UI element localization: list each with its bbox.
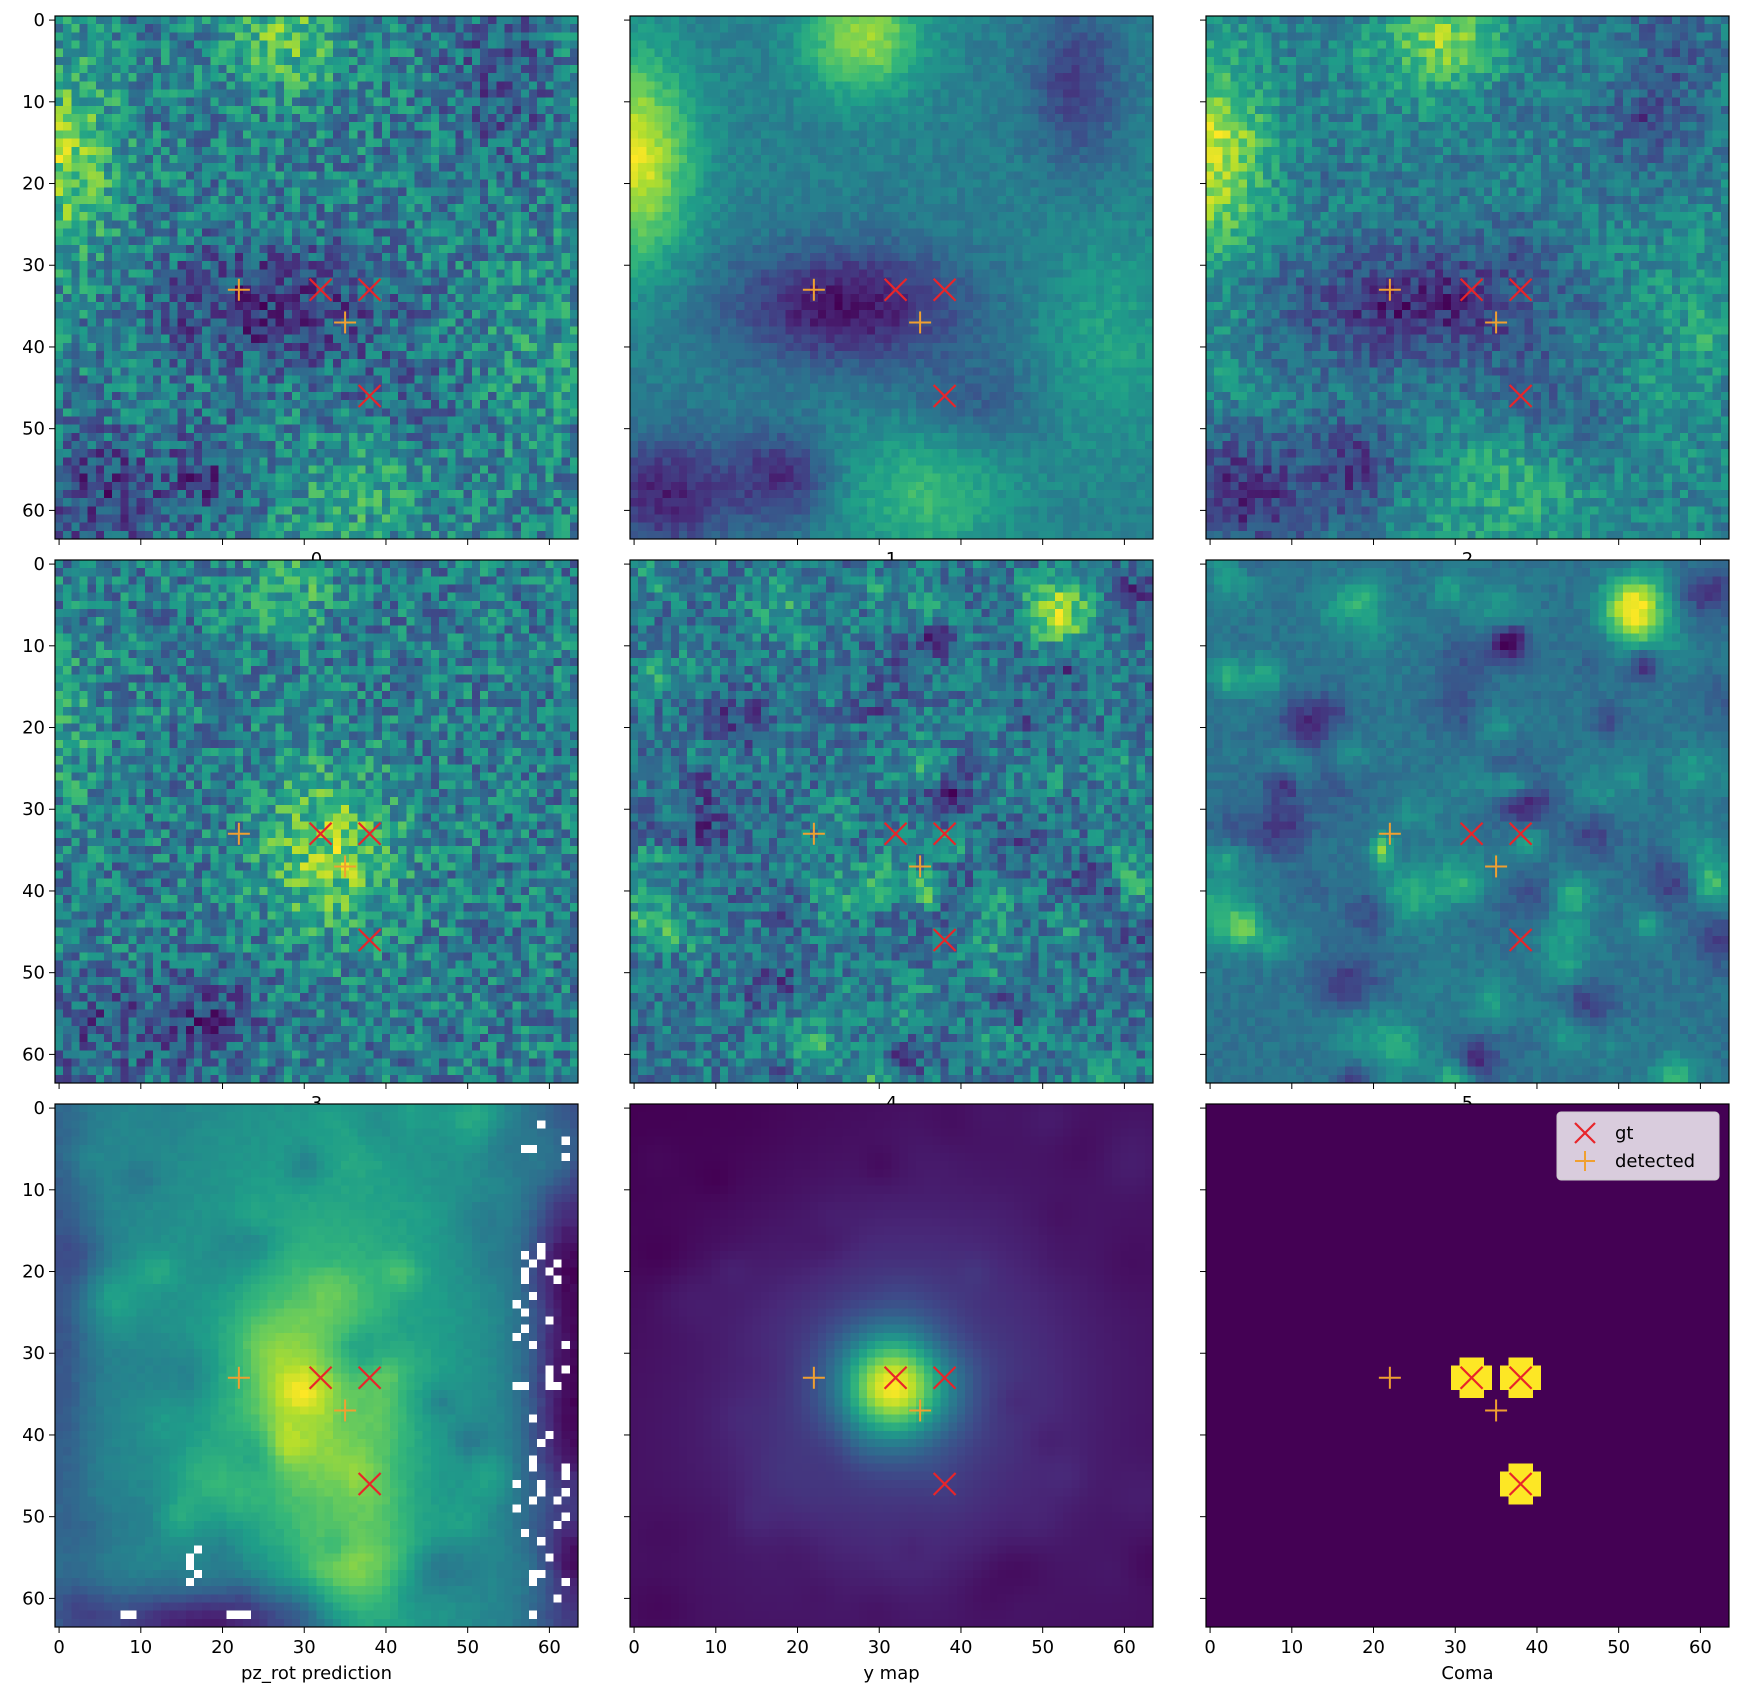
y-tick-label: 50 [22, 419, 45, 440]
y-tick-label: 10 [22, 1180, 45, 1201]
x-tick-label: 40 [1526, 1637, 1549, 1658]
y-tick-label: 20 [22, 174, 45, 195]
x-tick-label: 60 [538, 1637, 561, 1658]
x-tick-label: 60 [1113, 1637, 1136, 1658]
panel-5: 5 [1200, 560, 1730, 1114]
y-tick-label: 10 [22, 92, 45, 113]
x-tick-label: 50 [1031, 1637, 1054, 1658]
heatmap-cells [1206, 16, 1730, 540]
x-tick-label: 0 [628, 1637, 639, 1658]
y-tick-label: 20 [22, 1262, 45, 1283]
x-tick-label: 0 [53, 1637, 64, 1658]
y-tick-label: 40 [22, 337, 45, 358]
y-tick-label: 50 [22, 1507, 45, 1528]
x-tick-label: 20 [211, 1637, 234, 1658]
legend: gt detected [1557, 1112, 1719, 1180]
heatmap-cells [55, 560, 579, 1084]
y-tick-label: 50 [22, 963, 45, 984]
panel-xlabel: Coma [1441, 1663, 1493, 1684]
y-tick-label: 30 [22, 1343, 45, 1364]
panel-4: 4 [624, 560, 1154, 1114]
panel-2: 2 [1200, 16, 1730, 570]
x-tick-label: 30 [1444, 1637, 1467, 1658]
y-tick-label: 0 [34, 10, 45, 31]
y-tick-label: 40 [22, 1425, 45, 1446]
x-tick-label: 50 [1607, 1637, 1630, 1658]
x-tick-label: 0 [1204, 1637, 1215, 1658]
y-tick-label: 60 [22, 500, 45, 521]
x-tick-label: 10 [1280, 1637, 1303, 1658]
y-tick-label: 60 [22, 1588, 45, 1609]
x-tick-label: 30 [868, 1637, 891, 1658]
heatmap-cells [55, 1104, 579, 1628]
legend-label-gt: gt [1615, 1123, 1633, 1144]
panel-xlabel: pz_rot prediction [241, 1663, 392, 1684]
x-tick-label: 20 [1362, 1637, 1385, 1658]
heatmap-cells [55, 16, 579, 540]
panel-xlabel: y map [863, 1663, 919, 1684]
x-tick-label: 40 [950, 1637, 973, 1658]
x-tick-label: 30 [293, 1637, 316, 1658]
y-tick-label: 30 [22, 799, 45, 820]
y-tick-label: 20 [22, 718, 45, 739]
x-tick-label: 40 [375, 1637, 398, 1658]
heatmap-cells [1206, 1104, 1730, 1628]
legend-label-detected: detected [1615, 1151, 1695, 1172]
y-tick-label: 0 [34, 1098, 45, 1119]
heatmap-cells [630, 1104, 1154, 1628]
panel-7: 0 10 20 30 40 50 60 y map [624, 1104, 1154, 1684]
x-tick-label: 50 [456, 1637, 479, 1658]
panel-6: 0 0 10 10 20 20 30 30 40 40 50 50 60 60 pz_rot predict… [22, 1098, 579, 1684]
x-tick-label: 60 [1689, 1637, 1712, 1658]
y-tick-label: 10 [22, 636, 45, 657]
heatmap-cells [1206, 560, 1730, 1084]
panel-8: 0 10 20 30 40 50 60 Coma gt detected [1200, 1104, 1730, 1684]
x-tick-label: 10 [704, 1637, 727, 1658]
y-tick-label: 40 [22, 881, 45, 902]
panel-1: 1 [624, 16, 1154, 570]
y-tick-label: 60 [22, 1044, 45, 1065]
y-tick-label: 30 [22, 255, 45, 276]
heatmap-cells [630, 560, 1154, 1084]
y-tick-label: 0 [34, 554, 45, 575]
heatmap-cells [630, 16, 1154, 540]
x-tick-label: 10 [129, 1637, 152, 1658]
x-tick-label: 20 [786, 1637, 809, 1658]
